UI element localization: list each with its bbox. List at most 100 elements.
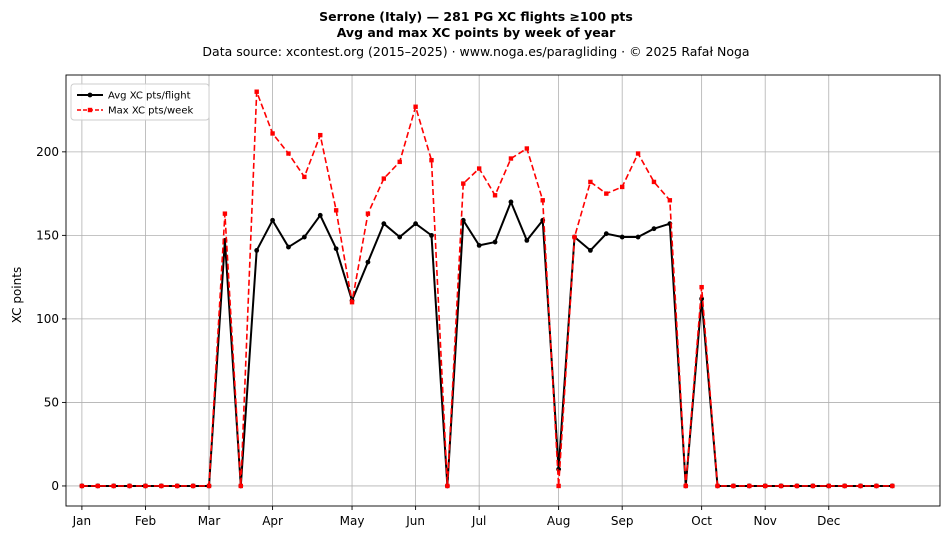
series-1-point-7 xyxy=(175,483,180,489)
series-0-point-34 xyxy=(603,231,609,237)
x-tick-label-dec: Dec xyxy=(817,514,840,528)
plot-frame xyxy=(65,74,941,507)
series-0-point-21 xyxy=(397,234,403,240)
series-0-point-20 xyxy=(381,221,387,227)
x-tick-label-oct: Oct xyxy=(691,514,712,528)
series-1-point-2 xyxy=(95,483,100,489)
x-tick-label-sep: Sep xyxy=(611,514,634,528)
x-tick-label-feb: Feb xyxy=(135,514,156,528)
series-0-point-28 xyxy=(508,199,514,205)
series-1-point-34 xyxy=(604,191,609,196)
series-1-point-41 xyxy=(715,483,720,489)
series-0-point-35 xyxy=(619,234,625,240)
series-0-point-15 xyxy=(301,234,307,240)
x-tick-label-jul: Jul xyxy=(471,514,486,528)
series-1-point-23 xyxy=(429,157,434,163)
legend-label-0: Avg XC pts/flight xyxy=(108,91,191,102)
series-1-point-42 xyxy=(731,483,736,489)
series-1-point-37 xyxy=(651,179,657,185)
series-1-point-18 xyxy=(349,299,355,305)
series-0-point-33 xyxy=(588,248,593,253)
series-0-point-29 xyxy=(524,237,530,243)
series-1-point-45 xyxy=(778,483,784,489)
x-tick-label-jun: Jun xyxy=(405,514,425,528)
series-layer xyxy=(79,89,895,489)
y-axis-label: XC points xyxy=(10,267,24,323)
grid xyxy=(66,75,940,506)
series-1-point-36 xyxy=(635,151,641,156)
series-1-point-14 xyxy=(286,151,291,156)
series-1-point-31 xyxy=(556,483,561,489)
series-line-1 xyxy=(81,90,893,487)
series-1-point-8 xyxy=(190,483,196,489)
legend-label-1: Max XC pts/week xyxy=(108,106,193,117)
series-1-point-48 xyxy=(826,483,831,489)
legend-swatch-marker-0 xyxy=(87,92,93,98)
series-1-point-13 xyxy=(270,131,275,136)
series-1-point-51 xyxy=(874,483,879,489)
series-1-point-19 xyxy=(365,211,371,216)
series-0-point-14 xyxy=(286,244,291,250)
series-1-point-24 xyxy=(445,483,450,489)
series-1-point-33 xyxy=(588,179,593,185)
series-1-point-15 xyxy=(302,174,307,180)
series-1-point-27 xyxy=(492,193,498,198)
series-1-point-50 xyxy=(858,483,863,489)
series-1-point-25 xyxy=(461,181,466,186)
series-0-point-23 xyxy=(429,232,434,238)
series-0-point-37 xyxy=(651,226,657,232)
series-1-point-47 xyxy=(810,483,816,489)
legend-swatch-marker-1 xyxy=(87,107,93,113)
series-0-point-27 xyxy=(492,239,498,245)
series-1-point-12 xyxy=(254,89,259,94)
series-1-point-9 xyxy=(206,483,212,489)
series-1-point-16 xyxy=(318,132,323,138)
series-1-point-3 xyxy=(111,483,116,489)
series-1-point-30 xyxy=(540,198,545,203)
series-1-point-32 xyxy=(572,234,577,240)
series-1-point-38 xyxy=(667,198,673,203)
chart-title: Serrone (Italy) — 281 PG XC flights ≥100… xyxy=(319,9,633,24)
series-1-point-44 xyxy=(763,483,768,489)
axes: Jan Feb Mar Apr May Jun Jul Aug Sep Oct Nov Dec 0 50 1… xyxy=(36,74,941,528)
y-tick-label-150: 150 xyxy=(36,228,59,242)
x-tick-label-may: May xyxy=(340,514,365,528)
series-1-point-10 xyxy=(222,211,228,216)
series-1-point-46 xyxy=(794,483,800,489)
series-1-point-49 xyxy=(842,483,847,489)
series-1-point-21 xyxy=(397,159,402,165)
series-1-point-20 xyxy=(381,176,387,181)
series-1-point-35 xyxy=(619,184,625,190)
y-tick-label-50: 50 xyxy=(44,395,59,409)
series-1-point-29 xyxy=(524,146,530,151)
series-1-point-39 xyxy=(683,483,688,489)
series-1-point-26 xyxy=(476,166,482,171)
series-0-point-22 xyxy=(413,221,418,227)
series-1-point-28 xyxy=(508,156,514,161)
series-0-point-26 xyxy=(476,242,482,248)
series-1-point-6 xyxy=(159,483,164,489)
series-1-point-43 xyxy=(747,483,752,489)
x-tick-label-jan: Jan xyxy=(72,514,92,528)
x-tick-label-apr: Apr xyxy=(262,514,283,528)
series-0-point-12 xyxy=(254,248,260,253)
series-1-point-40 xyxy=(699,284,704,290)
series-0-point-36 xyxy=(635,234,641,240)
x-tick-label-aug: Aug xyxy=(547,514,570,528)
series-0-point-16 xyxy=(317,212,323,218)
series-1-point-5 xyxy=(143,483,148,489)
series-0-point-13 xyxy=(270,217,275,223)
series-1-point-52 xyxy=(890,483,895,489)
chart-subtitle: Avg and max XC points by week of year xyxy=(337,25,616,40)
y-tick-label-100: 100 xyxy=(36,312,59,326)
chart-source: Data source: xcontest.org (2015–2025) · … xyxy=(202,44,749,59)
x-tick-label-nov: Nov xyxy=(753,514,776,528)
series-1-point-22 xyxy=(413,104,418,109)
y-tick-label-0: 0 xyxy=(51,479,59,493)
series-1-point-1 xyxy=(79,483,85,489)
series-line-0 xyxy=(81,200,893,487)
legend: Avg XC pts/flight Max XC pts/week xyxy=(70,83,210,121)
legend-box xyxy=(70,83,210,121)
y-tick-label-200: 200 xyxy=(36,145,59,159)
